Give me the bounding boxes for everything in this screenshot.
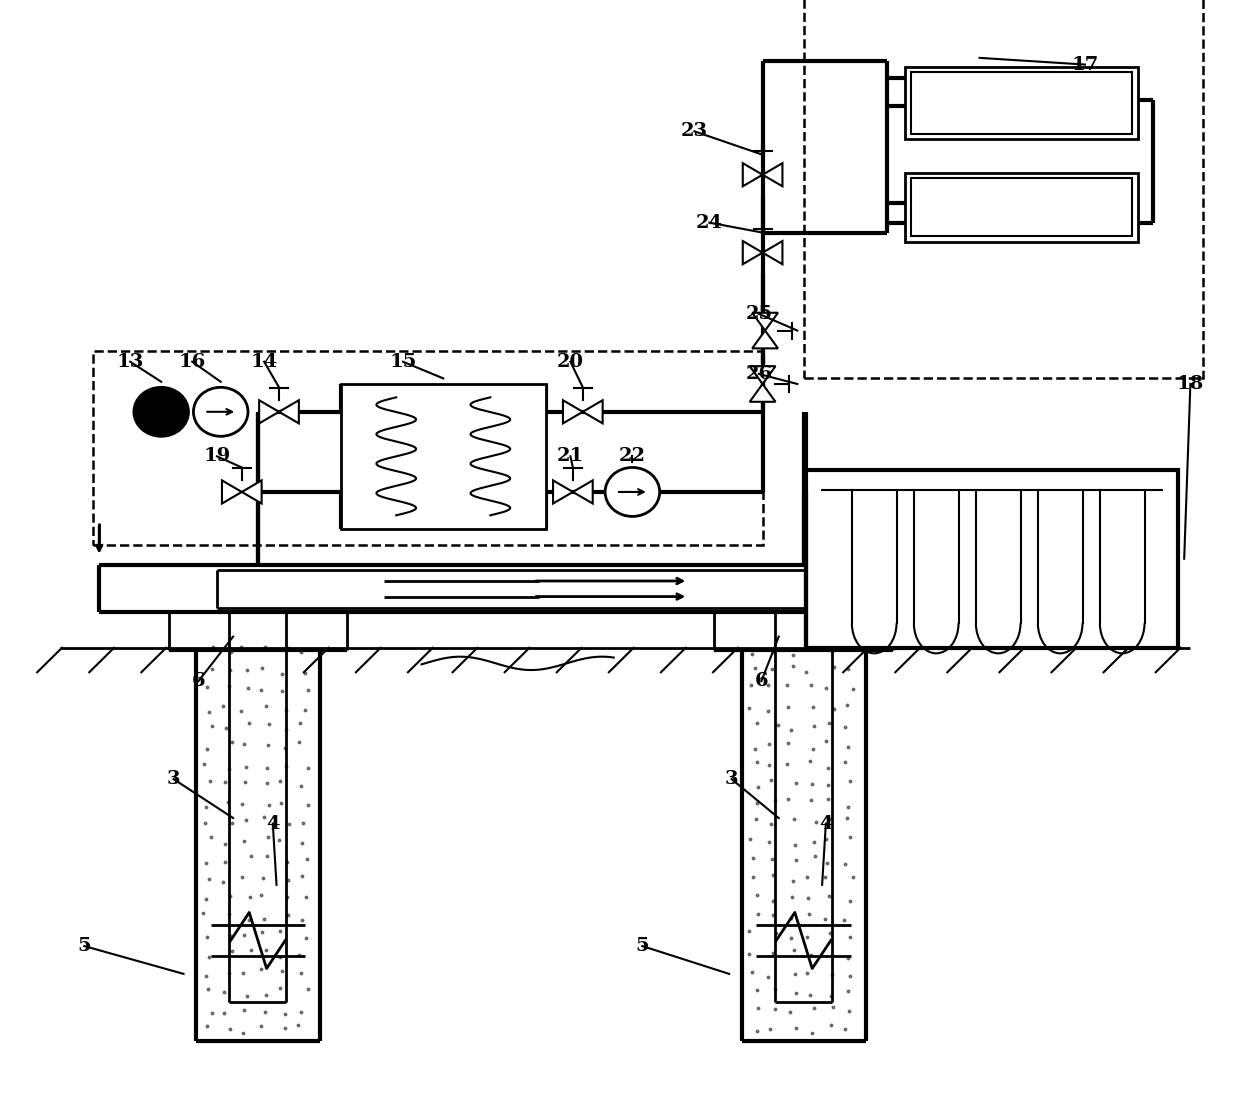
Text: 5: 5 [78,937,91,955]
Bar [341,384,546,529]
Polygon shape [763,242,782,264]
Text: 13: 13 [117,353,144,371]
Circle shape [605,467,660,516]
Circle shape [134,387,188,436]
Polygon shape [750,384,775,402]
Bar [93,351,763,545]
Bar [911,72,1132,134]
Circle shape [193,387,248,436]
Polygon shape [743,242,763,264]
Bar [905,67,1138,139]
Polygon shape [279,401,299,423]
Polygon shape [222,481,242,503]
Text: 6: 6 [192,672,205,690]
Text: 6: 6 [755,672,768,690]
Bar [806,470,1178,648]
Text: 20: 20 [557,353,584,371]
Text: 3: 3 [167,770,180,788]
Text: 18: 18 [1177,375,1204,393]
Polygon shape [573,481,593,503]
Text: 23: 23 [681,122,708,140]
Text: 4: 4 [267,815,279,833]
Text: 21: 21 [557,447,584,465]
Text: 16: 16 [179,353,206,371]
Text: 26: 26 [745,365,773,383]
Bar [911,178,1132,236]
Text: 15: 15 [389,353,417,371]
Text: 24: 24 [696,214,723,232]
Text: 25: 25 [745,305,773,323]
Text: 4: 4 [820,815,832,833]
Polygon shape [750,366,775,384]
Polygon shape [763,164,782,186]
Polygon shape [563,401,583,423]
Bar [905,173,1138,242]
Polygon shape [259,401,279,423]
Text: 3: 3 [725,770,738,788]
Polygon shape [753,313,777,331]
Polygon shape [242,481,262,503]
Text: 14: 14 [250,353,278,371]
Polygon shape [553,481,573,503]
Polygon shape [753,331,777,348]
Text: 5: 5 [636,937,649,955]
Text: 17: 17 [1071,56,1099,73]
Polygon shape [583,401,603,423]
Text: 22: 22 [619,447,646,465]
Polygon shape [743,164,763,186]
Text: 19: 19 [203,447,231,465]
Bar [804,0,1203,378]
